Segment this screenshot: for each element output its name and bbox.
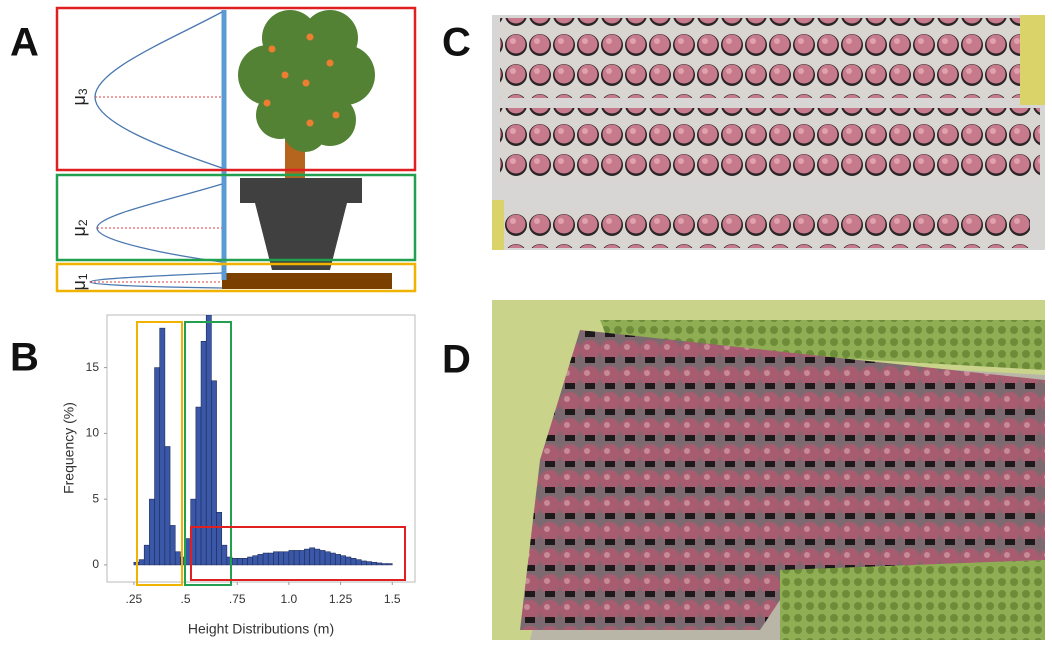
mu-index: 3 [76,88,90,95]
bar [346,557,351,565]
bar [258,554,263,565]
x-tick-label: 1.5 [384,592,401,606]
bar [253,556,258,565]
x-axis-label: Height Distributions (m) [188,621,334,637]
bar [201,341,206,565]
bar [320,550,325,564]
y-tick-label: 0 [92,557,99,571]
panel-label: B [10,336,39,380]
bar [155,368,160,565]
aerial-photo-top [492,15,1045,250]
x-tick-label: 1.25 [329,592,353,606]
bar [222,545,227,565]
bar [139,560,144,565]
mu-label: μ1 [69,273,90,290]
distribution-curves [90,12,222,288]
aerial-photo-oblique [492,300,1045,640]
bar [299,550,304,564]
bar [217,512,222,565]
mu-symbol: μ [69,226,89,236]
bar [196,407,201,565]
ground [222,273,392,289]
diagram: μ3 μ2 μ1 [57,8,415,291]
bar [248,557,253,565]
x-tick-label: .25 [126,592,143,606]
bar [377,563,382,565]
bar [351,558,356,565]
mu-index: 2 [76,219,90,226]
bar [237,558,242,565]
x-tick-label: .75 [229,592,246,606]
bar [366,562,371,565]
figure: A B C D μ3 μ2 μ1 [0,0,1052,645]
y-axis-label: Frequency (%) [61,402,77,494]
pot-rim [240,178,362,203]
bar [268,553,273,565]
bar [175,552,180,565]
bar [149,499,154,565]
mu-index: 1 [76,273,90,280]
bar [382,564,387,565]
bar [372,562,377,565]
bar [160,328,165,565]
bar [232,558,237,565]
mu-symbol: μ [69,280,89,290]
mu-label: μ2 [69,219,90,236]
y-tick-label: 15 [86,360,100,374]
bar [273,552,278,565]
bar [144,545,149,565]
panel-label: A [10,21,39,65]
mu-label: μ3 [69,88,90,105]
bar [165,447,170,565]
y-tick-label: 10 [86,426,100,440]
bar [294,550,299,564]
bar [341,556,346,565]
bar [263,553,268,565]
bar [387,564,392,565]
bar [289,550,294,564]
bar [335,554,340,565]
bar [284,552,289,565]
bar [211,381,216,565]
y-tick-label: 5 [92,491,99,505]
bar [315,549,320,565]
bar [356,560,361,565]
bar [325,552,330,565]
bar [304,549,309,565]
x-tick-label: 1.0 [281,592,298,606]
x-tick-label: .5 [181,592,191,606]
panel-label: D [442,338,471,382]
panel-label: C [442,21,471,65]
bar [186,539,191,565]
mu-symbol: μ [69,95,89,105]
bar [310,548,315,565]
bar [242,558,247,565]
histogram-chart: Frequency (%) Height Distributions (m) 0… [61,315,415,637]
bar [279,552,284,565]
bar [361,561,366,565]
bar [330,553,335,565]
bar [170,525,175,564]
